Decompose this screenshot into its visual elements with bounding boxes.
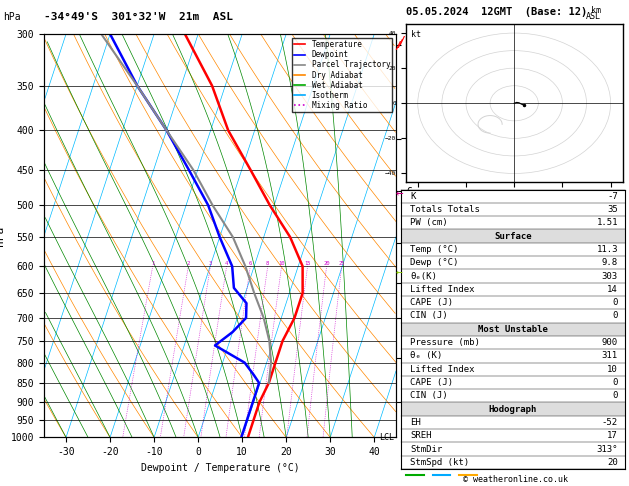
Text: K: K [410, 191, 416, 201]
Text: θₑ(K): θₑ(K) [410, 272, 437, 280]
Text: Most Unstable: Most Unstable [478, 325, 548, 334]
Text: Pressure (mb): Pressure (mb) [410, 338, 480, 347]
Text: hPa: hPa [3, 12, 21, 22]
Text: StmSpd (kt): StmSpd (kt) [410, 458, 469, 467]
Y-axis label: Mixing Ratio (g/kg): Mixing Ratio (g/kg) [415, 188, 424, 283]
Text: 2: 2 [187, 261, 190, 266]
Y-axis label: hPa: hPa [0, 226, 5, 246]
Text: Lifted Index: Lifted Index [410, 364, 475, 374]
Text: © weatheronline.co.uk: © weatheronline.co.uk [464, 474, 568, 484]
Text: -7: -7 [607, 191, 618, 201]
Text: 9.8: 9.8 [602, 258, 618, 267]
Text: 15: 15 [304, 261, 311, 266]
Text: 0: 0 [613, 391, 618, 400]
Text: 900: 900 [602, 338, 618, 347]
Text: 0: 0 [613, 378, 618, 387]
Bar [401, 402, 625, 416]
Text: kt: kt [411, 30, 421, 38]
Text: θₑ (K): θₑ (K) [410, 351, 442, 361]
Text: 1.51: 1.51 [596, 218, 618, 227]
Text: Totals Totals: Totals Totals [410, 205, 480, 214]
Text: 4: 4 [225, 261, 228, 266]
Text: 20: 20 [607, 458, 618, 467]
Text: EH: EH [410, 418, 421, 427]
Text: 35: 35 [607, 205, 618, 214]
Bar [401, 323, 625, 336]
Text: 05.05.2024  12GMT  (Base: 12): 05.05.2024 12GMT (Base: 12) [406, 7, 587, 17]
Text: ←: ← [396, 188, 403, 201]
Text: CIN (J): CIN (J) [410, 391, 448, 400]
Text: StmDir: StmDir [410, 445, 442, 453]
Bar [401, 229, 625, 243]
Text: 0: 0 [613, 298, 618, 307]
Text: CAPE (J): CAPE (J) [410, 378, 454, 387]
Text: Dewp (°C): Dewp (°C) [410, 258, 459, 267]
Text: PW (cm): PW (cm) [410, 218, 448, 227]
Text: CIN (J): CIN (J) [410, 312, 448, 320]
Text: -34°49'S  301°32'W  21m  ASL: -34°49'S 301°32'W 21m ASL [44, 12, 233, 22]
Text: 14: 14 [607, 285, 618, 294]
Text: km: km [591, 6, 601, 16]
Text: CAPE (J): CAPE (J) [410, 298, 454, 307]
Legend: Temperature, Dewpoint, Parcel Trajectory, Dry Adiabat, Wet Adiabat, Isotherm, Mi: Temperature, Dewpoint, Parcel Trajectory… [292, 38, 392, 112]
Text: 1: 1 [151, 261, 154, 266]
Text: ←: ← [396, 267, 403, 277]
Text: 10: 10 [607, 364, 618, 374]
Text: 6: 6 [248, 261, 252, 266]
Text: /: / [396, 39, 403, 49]
Text: Surface: Surface [494, 232, 532, 241]
Text: 8: 8 [266, 261, 269, 266]
Text: 3: 3 [209, 261, 212, 266]
Text: 313°: 313° [596, 445, 618, 453]
Text: -52: -52 [602, 418, 618, 427]
Text: Lifted Index: Lifted Index [410, 285, 475, 294]
Text: ASL: ASL [586, 12, 601, 21]
Text: 17: 17 [607, 431, 618, 440]
Text: Hodograph: Hodograph [489, 405, 537, 414]
Text: 0: 0 [613, 312, 618, 320]
Text: 311: 311 [602, 351, 618, 361]
Text: 11.3: 11.3 [596, 245, 618, 254]
Text: SREH: SREH [410, 431, 431, 440]
Text: 10: 10 [278, 261, 285, 266]
Text: 303: 303 [602, 272, 618, 280]
Text: 25: 25 [338, 261, 345, 266]
Text: 20: 20 [323, 261, 330, 266]
Text: /: / [398, 36, 404, 46]
Text: LCL: LCL [379, 433, 394, 442]
Text: Temp (°C): Temp (°C) [410, 245, 459, 254]
Text: /: / [394, 41, 401, 51]
X-axis label: Dewpoint / Temperature (°C): Dewpoint / Temperature (°C) [141, 463, 299, 473]
